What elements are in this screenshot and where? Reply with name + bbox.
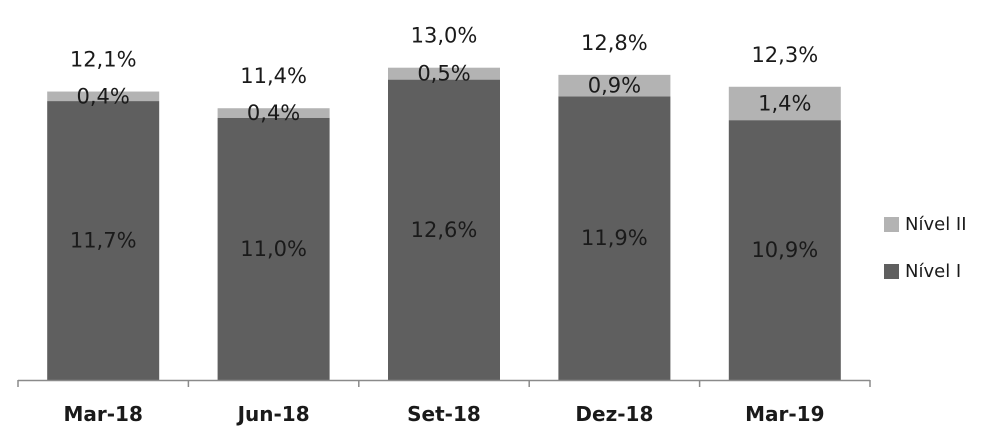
x-tick-label-1: Jun-18 bbox=[236, 402, 310, 426]
bar-segment-nivel-i-4 bbox=[728, 120, 841, 381]
legend-swatch-nivel-ii bbox=[884, 216, 899, 232]
data-label-nivel-ii-1: 0,4% bbox=[247, 101, 300, 125]
total-label-2: 13,0% bbox=[411, 24, 478, 48]
bar-segment-nivel-i-3 bbox=[558, 96, 671, 380]
data-label-nivel-ii-0: 0,4% bbox=[77, 84, 130, 108]
legend-label-nivel-ii: Nível II bbox=[905, 213, 967, 235]
total-label-0: 12,1% bbox=[70, 48, 137, 72]
data-label-nivel-i-4: 10,9% bbox=[751, 238, 818, 262]
legend-swatch-nivel-i bbox=[884, 263, 899, 279]
data-label-nivel-i-1: 11,0% bbox=[240, 237, 307, 261]
data-label-nivel-i-2: 12,6% bbox=[411, 218, 478, 242]
x-tick-label-0: Mar-18 bbox=[63, 402, 142, 426]
data-label-nivel-ii-3: 0,9% bbox=[588, 74, 641, 98]
x-tick-label-2: Set-18 bbox=[407, 402, 481, 426]
bar-segment-nivel-ii-4 bbox=[728, 86, 841, 121]
x-tick-label-4: Mar-19 bbox=[745, 402, 824, 426]
bar-segment-nivel-ii-2 bbox=[388, 67, 500, 80]
bar-segment-nivel-i-1 bbox=[217, 117, 330, 380]
bar-segment-nivel-ii-0 bbox=[47, 91, 160, 102]
bar-segment-nivel-ii-3 bbox=[558, 74, 671, 97]
bar-segment-nivel-i-0 bbox=[47, 101, 160, 381]
legend: Nível II Nível I bbox=[884, 213, 980, 307]
data-label-nivel-i-0: 11,7% bbox=[70, 229, 137, 253]
data-label-nivel-i-3: 11,9% bbox=[581, 226, 648, 250]
total-label-4: 12,3% bbox=[751, 43, 818, 67]
legend-item-nivel-ii: Nível II bbox=[884, 213, 980, 235]
legend-item-nivel-i: Nível I bbox=[884, 260, 980, 282]
bar-segment-nivel-i-2 bbox=[388, 79, 500, 380]
data-label-nivel-ii-2: 0,5% bbox=[417, 62, 470, 86]
x-tick-label-3: Dez-18 bbox=[575, 402, 653, 426]
total-label-1: 11,4% bbox=[240, 64, 307, 88]
bar-segment-nivel-ii-1 bbox=[217, 108, 330, 118]
total-label-3: 12,8% bbox=[581, 31, 648, 55]
data-label-nivel-ii-4: 1,4% bbox=[758, 91, 811, 115]
legend-label-nivel-i: Nível I bbox=[905, 260, 962, 282]
